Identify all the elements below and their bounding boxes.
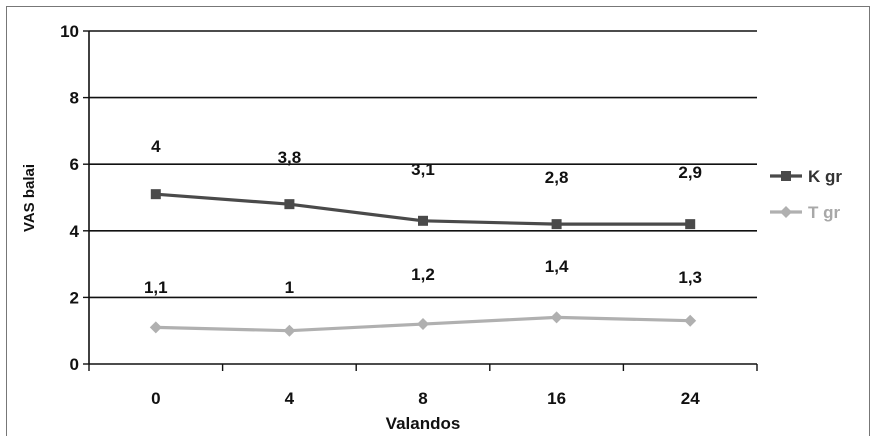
data-point <box>417 318 429 331</box>
data-point <box>149 321 162 334</box>
chart-frame <box>6 6 870 436</box>
data-point <box>550 311 563 324</box>
data-label: 1,1 <box>144 278 168 297</box>
data-label: 3,8 <box>278 148 302 167</box>
x-axis-title: Valandos <box>386 414 461 433</box>
y-tick-label: 10 <box>60 22 79 41</box>
legend-label: K gr <box>808 167 842 186</box>
data-label: 1,4 <box>545 257 569 276</box>
data-point <box>150 189 161 200</box>
data-point <box>283 324 296 337</box>
data-label: 1,3 <box>678 268 702 287</box>
data-label: 1 <box>285 278 294 297</box>
x-tick-label: 0 <box>151 389 160 408</box>
data-point <box>551 219 562 230</box>
legend: K gr T gr <box>770 167 842 222</box>
data-label: 3,1 <box>411 160 435 179</box>
gridlines <box>89 30 757 299</box>
data-point <box>284 199 295 210</box>
x-tick-label: 4 <box>285 389 295 408</box>
y-tick-label: 4 <box>70 222 80 241</box>
y-tick-label: 6 <box>70 155 79 174</box>
series-lines <box>149 189 697 337</box>
y-tick-label: 8 <box>70 89 79 108</box>
data-point <box>685 219 696 230</box>
x-tick-label: 8 <box>418 389 427 408</box>
y-tick-label: 0 <box>70 355 79 374</box>
axes <box>83 30 758 371</box>
data-label: 2,8 <box>545 168 569 187</box>
x-tick-label: 24 <box>681 389 700 408</box>
data-label: 1,2 <box>411 265 435 284</box>
data-label: 4 <box>151 137 161 156</box>
data-labels: 4 3,8 3,1 2,8 2,9 1,1 1 1,2 1,4 1,3 <box>144 137 702 297</box>
y-tick-label: 2 <box>70 288 79 307</box>
legend-marker <box>780 206 792 218</box>
x-tick-label: 16 <box>547 389 566 408</box>
data-label: 2,9 <box>678 163 702 182</box>
y-axis-title: VAS balai <box>21 164 38 232</box>
x-tick-labels: 0 4 8 16 24 <box>151 389 700 408</box>
legend-label: T gr <box>808 203 840 222</box>
legend-marker <box>781 171 791 181</box>
data-point <box>684 314 697 327</box>
data-point <box>418 215 428 226</box>
y-tick-labels: 0 2 4 6 8 10 <box>60 22 79 374</box>
